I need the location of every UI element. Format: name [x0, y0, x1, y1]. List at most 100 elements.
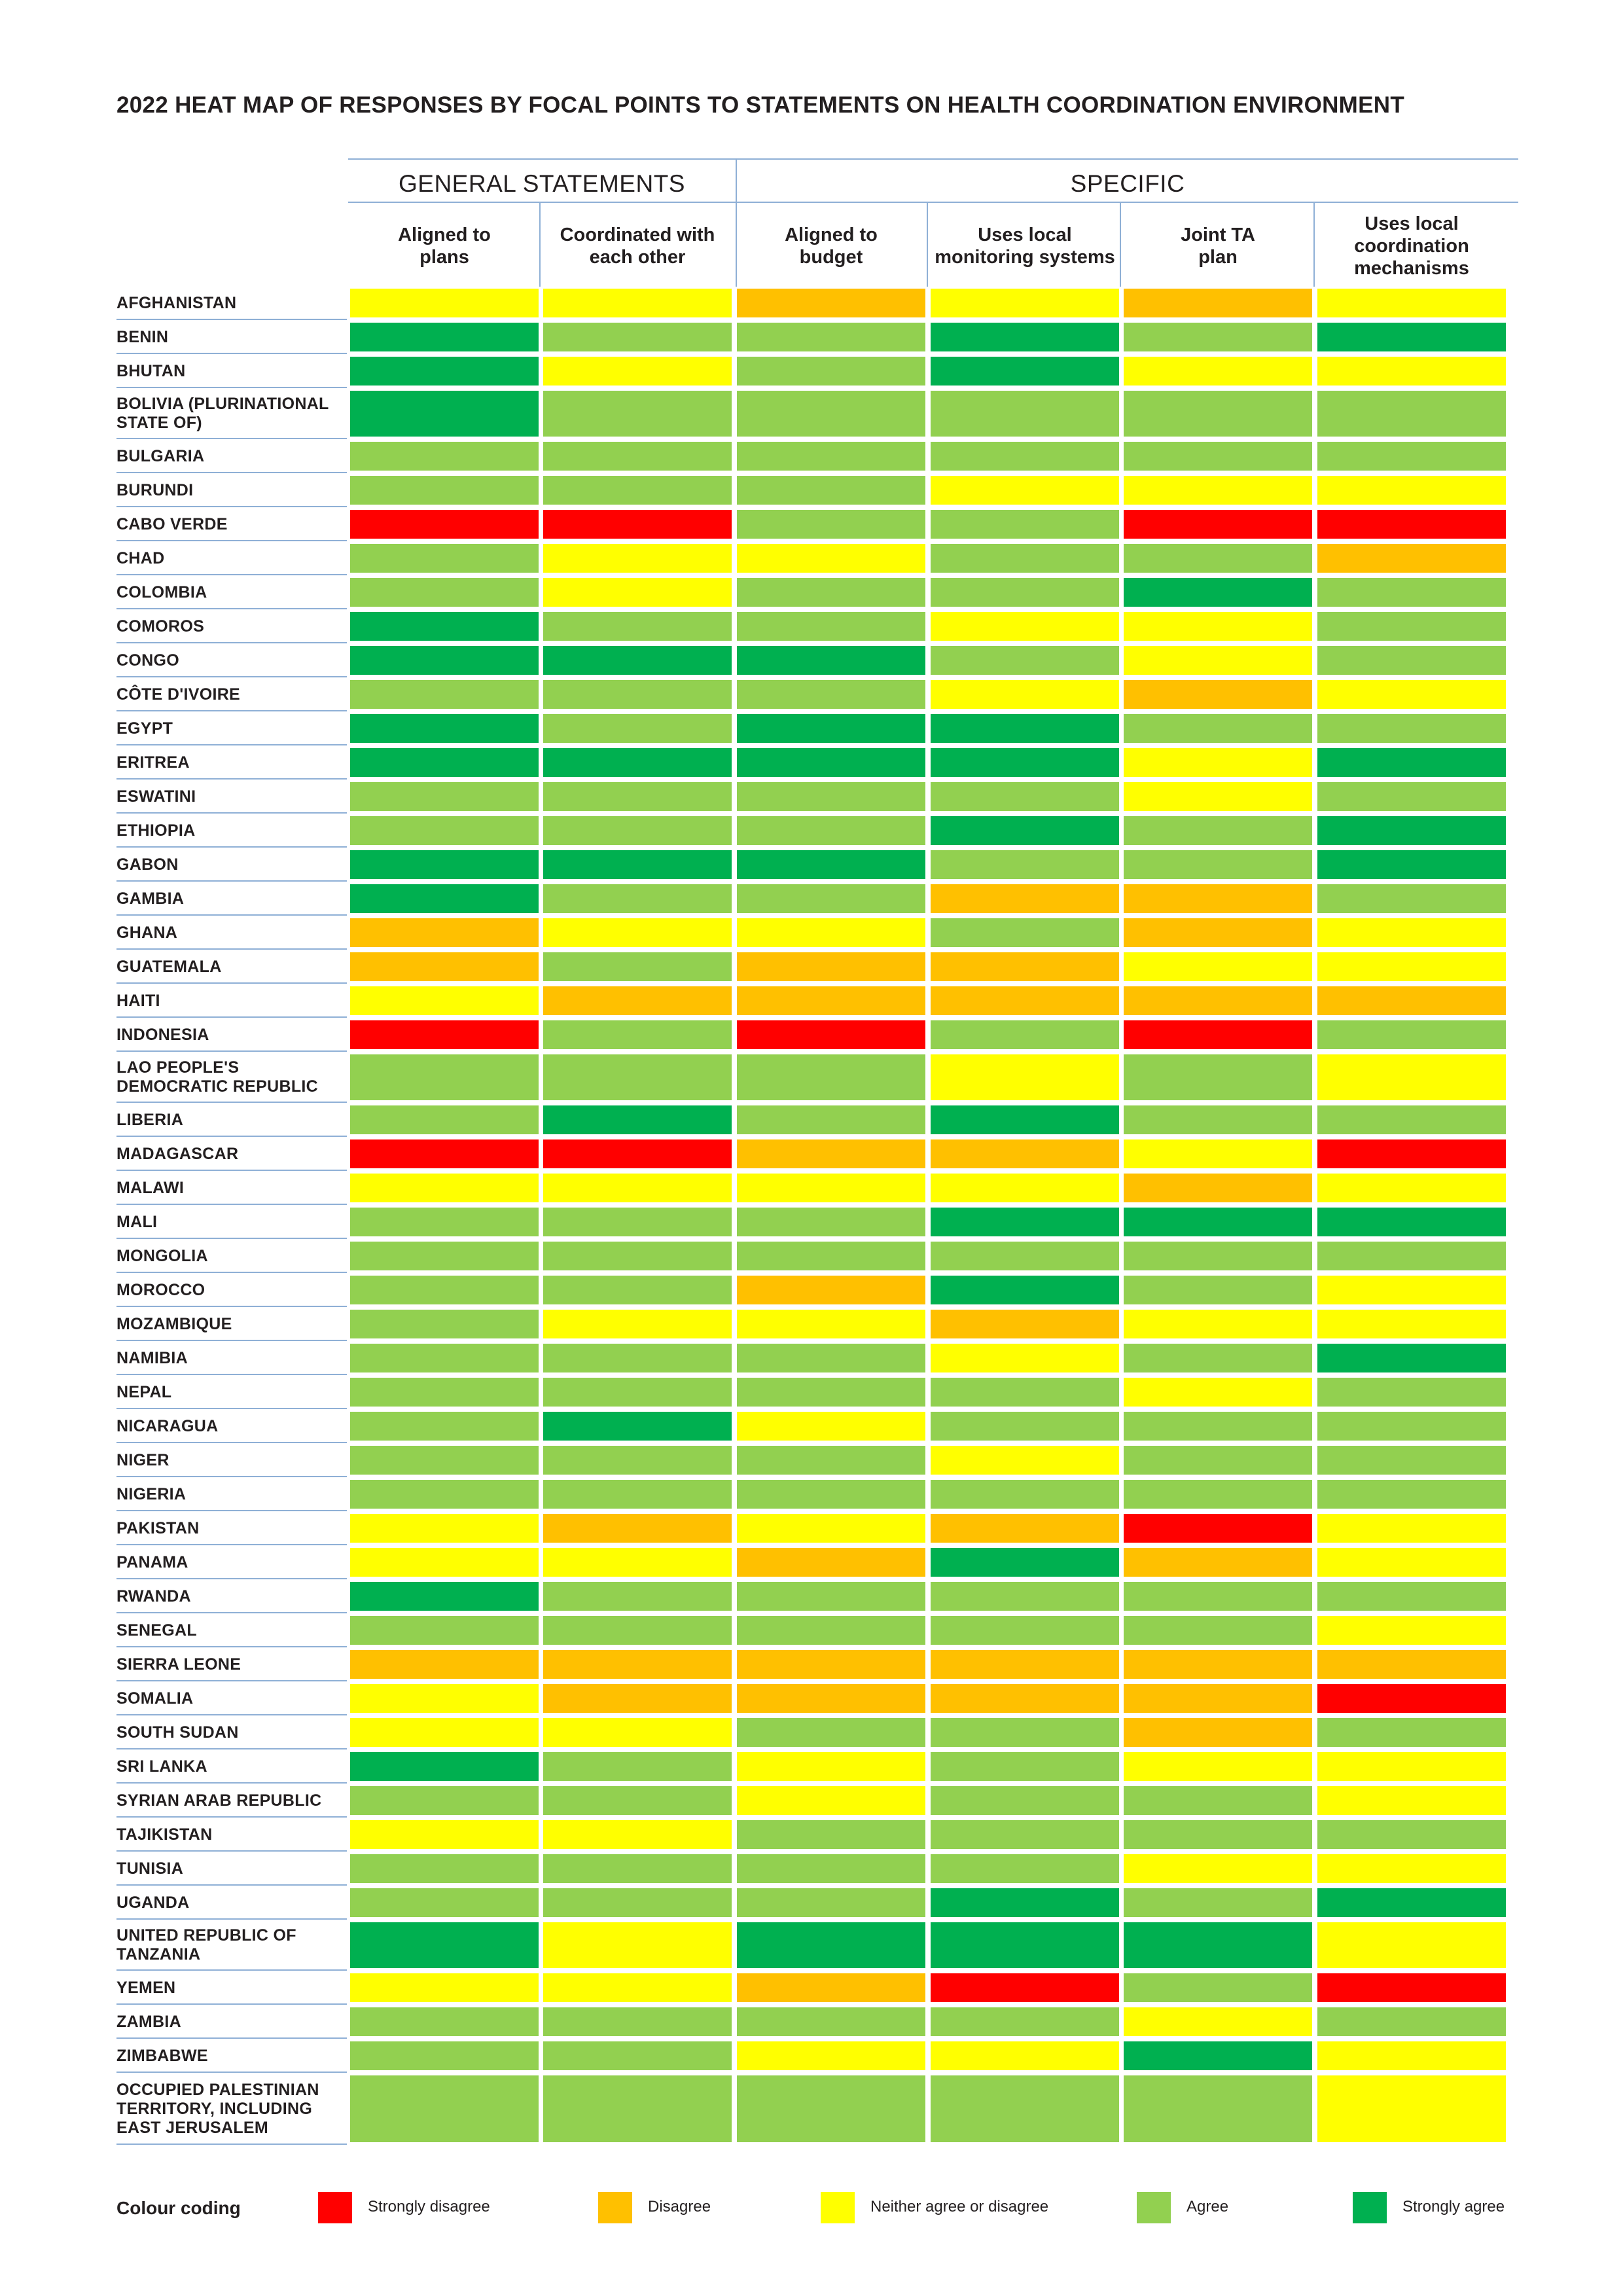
heatmap-cell [543, 2007, 732, 2036]
heatmap-cell [350, 544, 539, 573]
heatmap-cell [1124, 1344, 1312, 1372]
heatmap-cell [737, 1973, 925, 2002]
row-separator [116, 880, 347, 882]
heatmap-cell [931, 1446, 1119, 1475]
heatmap-cell [931, 1684, 1119, 1713]
heatmap-cell [543, 918, 732, 947]
row-label: GABON [116, 855, 179, 874]
row-separator [116, 846, 347, 848]
heatmap-cell [1124, 646, 1312, 675]
heatmap-cell [1317, 1480, 1506, 1509]
group-header-general: GENERAL STATEMENTS [399, 170, 685, 197]
heatmap-cell [1124, 1242, 1312, 1270]
heatmap-cell [1317, 1105, 1506, 1134]
row-label: MALI [116, 1212, 158, 1231]
heatmap-cell [350, 1242, 539, 1270]
heatmap-cell [1124, 442, 1312, 471]
legend-swatch [1137, 2192, 1171, 2223]
row-separator [116, 982, 347, 984]
heatmap-cell [1124, 918, 1312, 947]
heatmap-cell [350, 442, 539, 471]
heatmap-cell [737, 357, 925, 386]
heatmap-cell [931, 1208, 1119, 1236]
heatmap-cell [350, 680, 539, 709]
row-separator [116, 1442, 347, 1443]
heatmap-cell [1317, 782, 1506, 811]
heatmap-cell [931, 1718, 1119, 1747]
heatmap-cell [350, 1582, 539, 1611]
row-label: LIBERIA [116, 1110, 184, 1129]
heatmap-cell [737, 884, 925, 913]
row-separator [116, 506, 347, 507]
heatmap-cell [1317, 1752, 1506, 1781]
heatmap-cell [543, 357, 732, 386]
heatmap-cell [543, 1922, 732, 1968]
heatmap-cell [350, 952, 539, 981]
legend-swatch [1353, 2192, 1387, 2223]
row-label: SOUTH SUDAN [116, 1723, 239, 1742]
heatmap-cell [543, 782, 732, 811]
heatmap-cell [931, 1820, 1119, 1849]
row-separator [116, 1578, 347, 1579]
heatmap-cell [543, 1412, 732, 1441]
heatmap-cell [1124, 714, 1312, 743]
heatmap-cell [1124, 1548, 1312, 1577]
heatmap-cell [543, 986, 732, 1015]
heatmap-cell [1317, 952, 1506, 981]
heatmap-cell [931, 2007, 1119, 2036]
heatmap-cell [737, 680, 925, 709]
heatmap-cell [1124, 952, 1312, 981]
row-label: MONGOLIA [116, 1246, 208, 1265]
heatmap-cell [931, 1139, 1119, 1168]
heatmap-cell [543, 391, 732, 437]
row-label: SIERRA LEONE [116, 1655, 241, 1674]
heatmap-cell [1317, 1174, 1506, 1202]
row-label: CHAD [116, 548, 165, 567]
row-separator [116, 2037, 347, 2039]
heatmap-cell [737, 1616, 925, 1645]
heatmap-cell [931, 1854, 1119, 1883]
column-divider [1313, 203, 1315, 287]
heatmap-cell [737, 2041, 925, 2070]
heatmap-cell [737, 1054, 925, 1100]
heatmap-cell [350, 986, 539, 1015]
heatmap-cell [737, 1139, 925, 1168]
column-header: Aligned to budget [785, 224, 878, 268]
heatmap-cell [350, 1412, 539, 1441]
row-label: PANAMA [116, 1552, 188, 1571]
heatmap-cell [1317, 357, 1506, 386]
row-label: COMOROS [116, 617, 205, 636]
heatmap-cell [350, 1548, 539, 1577]
heatmap-cell [737, 391, 925, 437]
heatmap-cell [737, 289, 925, 317]
heatmap-cell [1124, 1752, 1312, 1781]
legend-label: Agree [1186, 2198, 1229, 2215]
heatmap-cell [350, 816, 539, 845]
heatmap-cell [350, 748, 539, 777]
heatmap-cell [543, 1973, 732, 2002]
heatmap-cell [1317, 2007, 1506, 2036]
heatmap-cell [350, 1973, 539, 2002]
row-label: BULGARIA [116, 446, 205, 465]
heatmap-cell [1124, 1310, 1312, 1338]
row-label: BOLIVIA (PLURINATIONAL STATE OF) [116, 395, 329, 432]
heatmap-cell [1317, 1344, 1506, 1372]
heatmap-cell [350, 1378, 539, 1407]
heatmap-cell [931, 289, 1119, 317]
heatmap-cell [931, 612, 1119, 641]
heatmap-cell [543, 1344, 732, 1372]
legend-swatch [598, 2192, 632, 2223]
heatmap-cell [350, 391, 539, 437]
heatmap-cell [543, 1820, 732, 1849]
heatmap-cell [350, 357, 539, 386]
chart-title: 2022 HEAT MAP OF RESPONSES BY FOCAL POIN… [116, 92, 1405, 118]
heatmap-cell [737, 476, 925, 505]
heatmap-cell [350, 1020, 539, 1049]
heatmap-cell [350, 1054, 539, 1100]
heatmap-cell [543, 714, 732, 743]
heatmap-cell [350, 289, 539, 317]
heatmap-cell [1124, 1650, 1312, 1679]
heatmap-cell [350, 1344, 539, 1372]
row-label: YEMEN [116, 1978, 176, 1997]
